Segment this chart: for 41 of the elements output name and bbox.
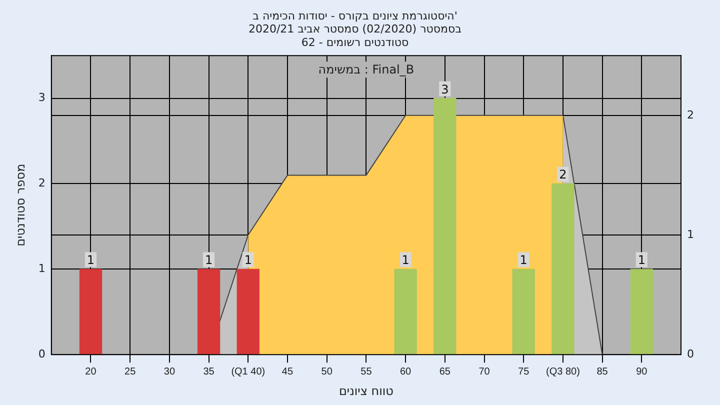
data-label: 2 [559, 168, 567, 182]
x-tick-label: 45 [282, 366, 294, 378]
x-tick-label: (Q3 80) [546, 366, 580, 378]
y2-tick-label: 0 [687, 347, 694, 360]
x-tick-label: 55 [360, 366, 372, 378]
x-tick-label: 70 [478, 366, 490, 378]
data-label: 1 [204, 253, 213, 268]
y2-tick-label: 1 [687, 228, 694, 241]
bar [236, 268, 260, 354]
data-label: 1 [520, 253, 528, 268]
x-tick-label: 30 [164, 366, 176, 378]
bar [630, 268, 653, 354]
data-label: 1 [402, 253, 410, 268]
x-tick-label: 25 [124, 366, 136, 378]
bar [434, 98, 456, 354]
data-label: 1 [244, 253, 252, 268]
x-tick-label: 65 [439, 366, 451, 378]
x-tick-label: (Q1 40) [231, 366, 266, 378]
x-tick-label: 50 [321, 366, 333, 378]
data-label: 1 [638, 253, 646, 268]
data-label: 1 [86, 253, 95, 268]
x-tick-label: 90 [636, 366, 648, 378]
x-tick-label: 20 [85, 366, 97, 378]
x-axis-title: טווח ציונים [338, 384, 394, 398]
y-axis-title: מספר סטודנטים [13, 164, 28, 246]
bar [512, 268, 535, 354]
y-tick-label: 3 [38, 91, 46, 104]
bar [79, 268, 102, 354]
y2-tick-label: 2 [687, 108, 694, 122]
y-tick-label: 1 [38, 262, 46, 276]
y-tick-label: 0 [38, 347, 46, 360]
annotation: במשימה : Final_B [318, 62, 414, 77]
y-tick-label: 2 [38, 176, 46, 190]
data-label: 3 [441, 82, 449, 96]
x-tick-label: 85 [596, 366, 608, 378]
x-tick-label: 35 [203, 366, 215, 378]
bar [394, 268, 417, 354]
chart-title: היסטוגרמת ציונים בקורס - יסודות הכימיה ב' בסמסטר (02/2020) סמסטר אביב 2020/21 סטודנטים רשומים - 62 [248, 9, 462, 49]
x-tick-label: 75 [518, 366, 530, 378]
bar [197, 268, 220, 354]
x-tick-label: 60 [400, 366, 412, 378]
